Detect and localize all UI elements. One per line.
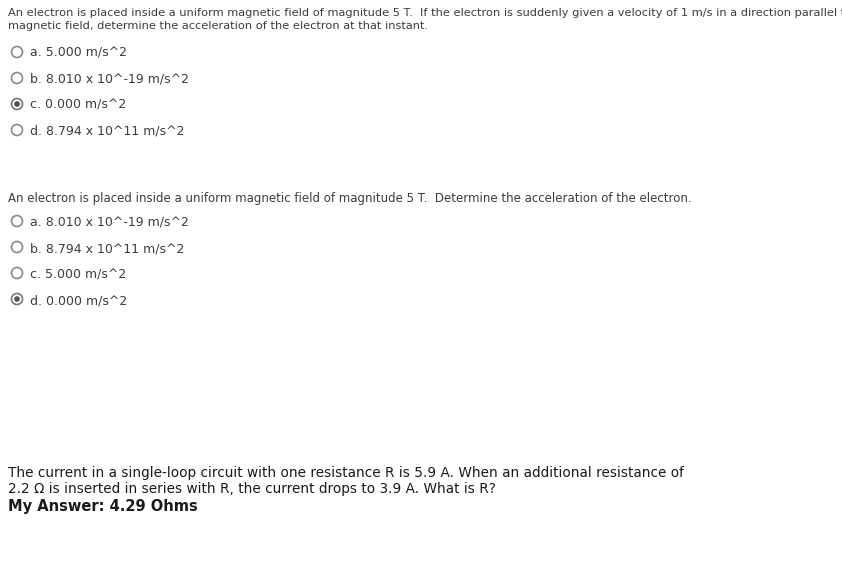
Text: a. 5.000 m/s^2: a. 5.000 m/s^2 [30,47,127,60]
Text: The current in a single-loop circuit with one resistance R is 5.9 A. When an add: The current in a single-loop circuit wit… [8,466,684,480]
Text: 2.2 Ω is inserted in series with R, the current drops to 3.9 A. What is R?: 2.2 Ω is inserted in series with R, the … [8,482,496,496]
Text: An electron is placed inside a uniform magnetic field of magnitude 5 T.  If the : An electron is placed inside a uniform m… [8,8,842,18]
Text: My Answer: 4.29 Ohms: My Answer: 4.29 Ohms [8,499,198,514]
Text: b. 8.010 x 10^-19 m/s^2: b. 8.010 x 10^-19 m/s^2 [30,73,189,86]
Text: b. 8.794 x 10^11 m/s^2: b. 8.794 x 10^11 m/s^2 [30,242,184,255]
Text: a. 8.010 x 10^-19 m/s^2: a. 8.010 x 10^-19 m/s^2 [30,216,189,229]
Text: An electron is placed inside a uniform magnetic field of magnitude 5 T.  Determi: An electron is placed inside a uniform m… [8,192,691,205]
Circle shape [14,296,20,302]
Text: magnetic field, determine the acceleration of the electron at that instant.: magnetic field, determine the accelerati… [8,21,428,31]
Text: d. 8.794 x 10^11 m/s^2: d. 8.794 x 10^11 m/s^2 [30,125,184,138]
Circle shape [14,101,20,107]
Text: d. 0.000 m/s^2: d. 0.000 m/s^2 [30,294,127,307]
Text: c. 0.000 m/s^2: c. 0.000 m/s^2 [30,99,126,112]
Text: c. 5.000 m/s^2: c. 5.000 m/s^2 [30,268,126,281]
